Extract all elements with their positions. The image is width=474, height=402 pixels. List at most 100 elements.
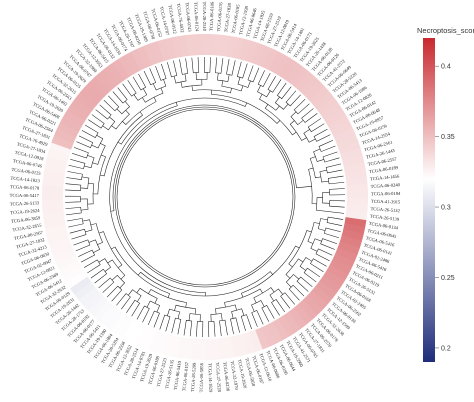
- dendrogram-branch: [237, 77, 251, 88]
- dendrogram-branch: [111, 110, 130, 130]
- color-legend: Necroptosis_score 0.4 0.35 0.3 0.25 0.2: [417, 26, 474, 362]
- sample-label: TCGA-06-0238: [222, 362, 230, 392]
- dendrogram-branch: [65, 195, 81, 203]
- dendrogram-branch: [271, 299, 286, 316]
- dendrogram-branch: [289, 120, 307, 141]
- dendrogram-branch: [81, 124, 99, 139]
- dendrogram-branch: [327, 175, 345, 185]
- sample-label: TCGA-26-5133: [10, 200, 40, 206]
- heatmap-cell: [311, 285, 333, 305]
- heatmap-cell: [62, 265, 85, 283]
- dendrogram-branch: [83, 259, 101, 274]
- legend-tick-label: 0.4: [441, 64, 451, 71]
- heatmap-cell: [44, 163, 67, 175]
- dendrogram-branch: [102, 116, 116, 131]
- heatmap-cell: [236, 333, 249, 356]
- heatmap-cell: [248, 329, 263, 353]
- heatmap-cell: [304, 80, 325, 101]
- dendrogram-branch: [308, 167, 317, 205]
- dendrogram-branch: [117, 97, 248, 145]
- dendrogram-branch: [288, 284, 305, 301]
- dendrogram-branch: [310, 258, 327, 272]
- dendrogram-branch: [191, 57, 200, 74]
- sample-label: TCGA-76-4932: [176, 3, 185, 33]
- dendrogram-branch: [116, 101, 130, 115]
- dendrogram-branch: [203, 57, 211, 73]
- dendrogram-branch: [322, 191, 330, 204]
- heatmap-cell: [43, 170, 65, 181]
- heatmap-cell: [53, 128, 77, 144]
- heatmap-cell: [42, 177, 65, 187]
- heatmap-cell: [141, 327, 157, 351]
- dendrogram-branch: [309, 156, 321, 179]
- heatmap-cell: [42, 211, 65, 222]
- heatmap-cell: [65, 271, 88, 289]
- dendrogram-branch: [159, 314, 171, 332]
- sample-label: TCGA-06-0125: [11, 167, 41, 176]
- dendrogram-branch: [179, 58, 189, 75]
- heatmap-cell: [337, 241, 360, 256]
- heatmap-cell: [341, 229, 364, 242]
- legend-colorbar: [423, 38, 435, 362]
- heatmap-cell: [277, 315, 295, 338]
- dendrogram-branch: [303, 267, 321, 283]
- heatmap-cell: [83, 291, 104, 311]
- dendrogram-branch: [231, 308, 245, 319]
- dendrogram-branch: [84, 155, 95, 169]
- heatmap-cell: [289, 66, 309, 88]
- sample-label: TCGA-12-1598: [238, 5, 249, 35]
- dendrogram-branch: [274, 96, 289, 110]
- dendrogram-branch: [82, 219, 93, 233]
- heatmap-cell: [330, 121, 353, 137]
- sample-label: TCGA-26-5132: [370, 206, 400, 213]
- dendrogram-branch: [183, 319, 193, 337]
- heatmap-cell: [169, 335, 181, 358]
- sample-label: TCGA-19-2620: [237, 359, 248, 389]
- sample-label: TCGA-19-2624: [10, 208, 40, 215]
- dendrogram-branch: [325, 163, 343, 174]
- dendrogram-branch: [73, 239, 91, 252]
- heatmap-cell: [49, 142, 72, 156]
- heatmap-cell: [293, 303, 313, 325]
- heatmap-cell: [78, 286, 100, 306]
- heatmap-cell: [53, 248, 76, 264]
- dendrogram-branch: [215, 304, 237, 315]
- heatmap-cell: [336, 134, 359, 149]
- sample-label: TCGA-06-5856: [199, 362, 205, 392]
- dendrogram-branch: [280, 292, 295, 309]
- dendrogram-branch: [221, 80, 244, 92]
- dendrogram-branch: [148, 289, 187, 308]
- sample-label: TCGA-06-0184: [371, 191, 401, 196]
- dendrogram-branch: [326, 216, 344, 226]
- dendrogram-branch: [116, 293, 131, 310]
- heatmap-cell: [98, 304, 118, 326]
- sample-label: TCGA-06-0240: [371, 182, 401, 189]
- heatmap-cell: [332, 253, 355, 269]
- heatmap-cell: [157, 38, 171, 62]
- sample-label: TCGA-27-1838: [223, 2, 232, 32]
- heatmap-cell: [298, 299, 318, 321]
- dendrogram-branch: [320, 238, 338, 250]
- dendrogram-branch: [226, 59, 236, 76]
- dendrogram-branch: [285, 90, 301, 107]
- heatmap-cell: [112, 58, 130, 81]
- dendrogram-branch: [315, 197, 345, 214]
- heatmap-cell: [74, 281, 96, 301]
- heatmap-cell: [342, 154, 365, 167]
- dendrogram-branch: [95, 104, 112, 120]
- sample-label: TCGA-41-3915: [371, 199, 401, 205]
- heatmap-cell: [150, 40, 165, 64]
- heatmap-cell: [308, 85, 330, 106]
- dendrogram-branch: [307, 118, 325, 133]
- sample-label: TCGA-06-0122: [167, 4, 177, 34]
- heatmap-cell: [50, 242, 73, 257]
- heatmap-cell: [110, 312, 128, 334]
- dendrogram-branch: [317, 218, 328, 231]
- heatmap-cell: [45, 156, 68, 168]
- heatmap-cell: [176, 336, 187, 359]
- heatmap-cell: [316, 96, 339, 116]
- heatmap-cell: [315, 280, 337, 300]
- dendrogram-branch: [208, 321, 216, 337]
- dendrogram-branch: [269, 288, 284, 302]
- dendrogram-branch: [136, 287, 158, 304]
